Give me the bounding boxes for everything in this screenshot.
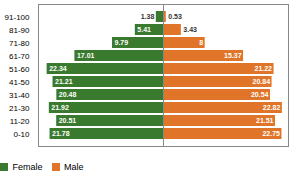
svg-text:21-30: 21-30 [9, 104, 30, 113]
svg-text:21.51: 21.51 [256, 117, 274, 124]
svg-text:0.53: 0.53 [168, 13, 182, 20]
svg-text:20.51: 20.51 [59, 117, 77, 124]
html-text:Female: Female [12, 161, 43, 172]
svg-text:8: 8 [199, 39, 203, 46]
svg-text:31-40: 31-40 [9, 91, 30, 100]
svg-text:22.82: 22.82 [263, 104, 281, 111]
svg-text:20.54: 20.54 [251, 91, 269, 98]
svg-text:21.21: 21.21 [55, 78, 73, 85]
svg-text:20.48: 20.48 [59, 91, 77, 98]
svg-text:71-80: 71-80 [9, 39, 30, 48]
svg-text:5.41: 5.41 [137, 26, 151, 33]
svg-text:22.34: 22.34 [49, 65, 67, 72]
svg-text:81-90: 81-90 [9, 26, 30, 35]
svg-text:21.78: 21.78 [52, 130, 70, 137]
svg-text:91-100: 91-100 [5, 13, 30, 22]
svg-text:15.37: 15.37 [224, 52, 242, 59]
svg-text:21.22: 21.22 [254, 65, 272, 72]
svg-text:1.38: 1.38 [141, 13, 155, 20]
svg-text:20.84: 20.84 [253, 78, 271, 85]
svg-text:51-60: 51-60 [9, 65, 30, 74]
svg-text:17.01: 17.01 [77, 52, 95, 59]
svg-text:9.79: 9.79 [115, 39, 129, 46]
svg-text:41-50: 41-50 [9, 78, 30, 87]
svg-text:11-20: 11-20 [10, 117, 30, 126]
svg-text:3.43: 3.43 [183, 26, 197, 33]
svg-text:61-70: 61-70 [9, 52, 30, 61]
svg-text:0-10: 0-10 [13, 130, 30, 139]
svg-text:22.75: 22.75 [262, 130, 280, 137]
html-text:Male: Male [64, 161, 84, 172]
svg-text:21.92: 21.92 [51, 104, 69, 111]
